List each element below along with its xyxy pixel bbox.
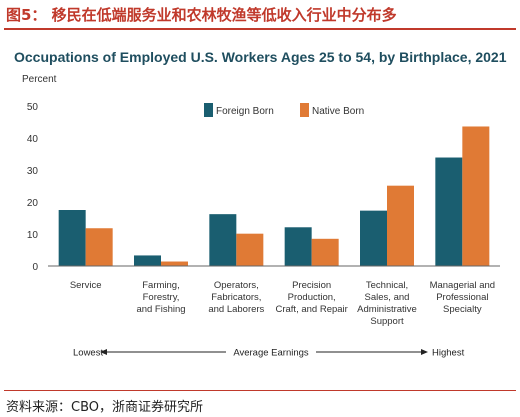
bar-foreign-born xyxy=(209,214,237,266)
bars xyxy=(58,126,490,266)
x-tick-label: Managerial and Professional Specialty xyxy=(430,280,496,315)
bar-native-born xyxy=(161,261,188,266)
x-tick-label: Service xyxy=(70,280,102,291)
x-tick-label: Precision Production, Craft, and Repair xyxy=(275,280,347,315)
y-tick-label: 50 xyxy=(27,102,39,113)
bar-native-born xyxy=(311,238,339,266)
earnings-mid-label: Average Earnings xyxy=(233,348,309,359)
legend-swatch xyxy=(204,103,213,117)
legend-label: Native Born xyxy=(312,106,364,117)
x-tick-label: Operators, Fabricators, and Laborers xyxy=(208,280,264,315)
bar-foreign-born xyxy=(435,157,463,266)
y-tick-label: 30 xyxy=(27,166,39,177)
bar-foreign-born xyxy=(134,255,161,266)
legend: Foreign Born Native Born xyxy=(204,103,364,117)
bar-native-born xyxy=(462,126,490,266)
bar-native-born xyxy=(85,228,113,266)
legend-label: Foreign Born xyxy=(216,106,274,117)
y-tick-label: 20 xyxy=(27,198,39,209)
bar-native-born xyxy=(387,185,414,266)
y-tick-label: 40 xyxy=(27,134,39,145)
bar-foreign-born xyxy=(284,227,312,266)
y-axis-ticks: 0 10 20 30 40 50 xyxy=(27,102,39,273)
title-rule xyxy=(4,28,516,30)
y-tick-label: 10 xyxy=(27,230,39,241)
arrow-left-icon xyxy=(100,349,107,355)
bar-foreign-born xyxy=(58,210,86,266)
bar-native-born xyxy=(236,233,264,266)
y-tick-label: 0 xyxy=(32,262,38,273)
arrow-right-icon xyxy=(421,349,428,355)
bar-chart: Occupations of Employed U.S. Workers Age… xyxy=(14,49,507,359)
x-axis-labels: Service Farming, Forestry, and Fishing Opera… xyxy=(70,280,495,327)
earnings-high-label: Highest xyxy=(432,348,465,359)
earnings-low-label: Lowest xyxy=(73,348,103,359)
y-axis-label: Percent xyxy=(22,74,57,85)
source-note: 资料来源：CBO，浙商证券研究所 xyxy=(6,400,203,415)
chart-title: Occupations of Employed U.S. Workers Age… xyxy=(14,49,507,65)
legend-swatch xyxy=(300,103,309,117)
x-tick-label: Farming, Forestry, and Fishing xyxy=(136,280,185,315)
bar-foreign-born xyxy=(360,210,387,266)
x-tick-label: Technical, Sales, and Administrative Suppor… xyxy=(357,280,417,327)
figure-title: 图5： 移民在低端服务业和农林牧渔等低收入行业中分布多 xyxy=(6,6,397,24)
source-rule xyxy=(4,390,516,391)
earnings-axis: Lowest Average Earnings Highest xyxy=(73,348,465,359)
